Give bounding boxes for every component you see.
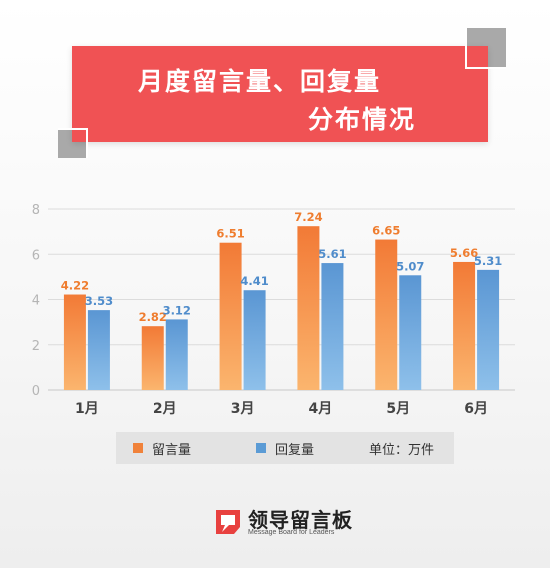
brand-logo-icon	[216, 510, 240, 534]
data-label: 7.24	[294, 210, 322, 224]
bar-series1	[453, 261, 476, 390]
bar-series1	[219, 242, 242, 390]
y-tick-label: 8	[32, 203, 40, 218]
x-tick-label: 3月	[231, 401, 255, 417]
bar-series2	[87, 310, 110, 390]
legend: 留言量 回复量 单位：万件	[116, 432, 454, 464]
decor-square-left-outline	[58, 128, 88, 158]
x-tick-label: 5月	[386, 401, 410, 417]
legend-label-series2: 回复量	[275, 443, 315, 458]
data-label: 2.82	[139, 310, 167, 324]
data-label: 3.12	[163, 303, 191, 317]
title-banner	[72, 46, 488, 142]
y-tick-label: 0	[32, 384, 40, 399]
bar-series2	[399, 275, 422, 390]
bar-series1	[63, 294, 86, 390]
legend-label-series1: 留言量	[152, 443, 192, 458]
data-label: 3.53	[85, 294, 113, 308]
footer-brand-name: 领导留言板	[248, 508, 353, 532]
y-tick-label: 6	[32, 248, 40, 263]
data-label: 5.61	[318, 247, 346, 261]
y-tick-label: 2	[32, 339, 40, 354]
legend-swatch-series2	[256, 443, 266, 453]
data-label: 4.41	[240, 274, 268, 288]
data-label: 6.65	[372, 224, 400, 238]
decor-square-right-outline	[465, 28, 506, 69]
bar-series1	[375, 239, 398, 390]
bar-series2	[165, 319, 188, 390]
bar-series1	[141, 326, 164, 390]
x-tick-label: 1月	[75, 401, 99, 417]
data-label: 4.22	[61, 279, 89, 293]
bar-series1	[297, 226, 320, 390]
bar-series2	[477, 269, 500, 390]
y-tick-label: 4	[32, 294, 40, 309]
bar-series2	[243, 290, 266, 390]
x-tick-label: 6月	[464, 401, 488, 417]
chart-title-line-1: 月度留言量、回复量	[138, 67, 382, 96]
data-label: 5.07	[396, 259, 424, 273]
data-label: 5.66	[450, 246, 478, 260]
bar-series2	[321, 263, 344, 390]
x-tick-label: 4月	[309, 401, 333, 417]
chart-title-line-2: 分布情况	[308, 105, 417, 134]
data-label: 5.31	[474, 254, 502, 268]
bar-chart: 0 2 4 6 8 4.223.53 1月 2.823.12 2月 6.51 4.41 3月 7.24 5…	[32, 203, 515, 417]
legend-swatch-series1	[133, 443, 143, 453]
unit-label: 单位：万件	[369, 443, 435, 458]
footer-tagline: Message Board for Leaders	[248, 529, 335, 536]
data-label: 6.51	[216, 227, 244, 241]
x-tick-label: 2月	[153, 401, 177, 417]
